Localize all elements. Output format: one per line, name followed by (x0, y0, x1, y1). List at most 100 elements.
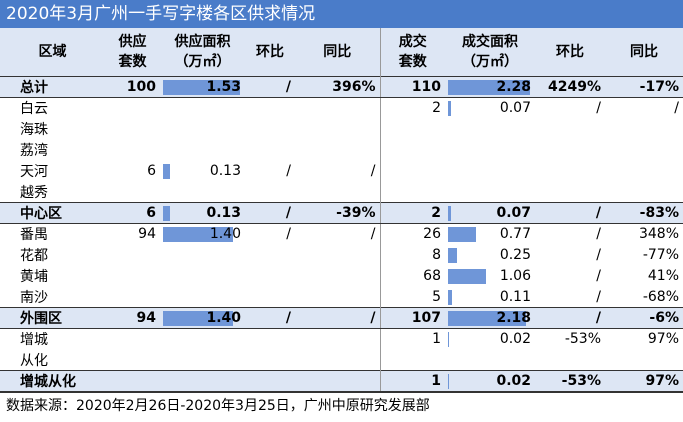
cell: / (535, 266, 605, 287)
cell-text: 68 (423, 268, 441, 284)
cell (535, 140, 605, 161)
row-label: 黄埔 (0, 266, 105, 287)
cell (535, 182, 605, 203)
cell (160, 266, 245, 287)
column-header: 同比 (605, 28, 683, 77)
cell-text: -6% (649, 310, 679, 326)
table-row: 黄埔 68 1.06 / 41% (0, 265, 683, 287)
data-bar (163, 206, 170, 221)
row-label: 天河 (0, 161, 105, 182)
cell-text: 外围区 (20, 311, 62, 327)
cell (535, 350, 605, 371)
cell: 6 (105, 161, 160, 182)
cell-text: 增城 (20, 332, 48, 349)
cell: 0.13 (160, 161, 245, 182)
cell: 396% (295, 76, 380, 98)
cell-text: 2 (431, 205, 441, 221)
table-row: 外围区 94 1.40 / / 107 2.18 / -6% (0, 307, 683, 329)
cell-text: -53% (564, 331, 601, 348)
cell-text: / (286, 226, 291, 243)
cell (105, 119, 160, 140)
row-label: 越秀 (0, 182, 105, 203)
cell (295, 350, 380, 371)
cell: 110 (379, 76, 445, 98)
cell-text: 1.40 (209, 226, 241, 243)
column-header: 成交 套数 (379, 28, 445, 77)
cell-text: 0.13 (209, 163, 241, 179)
cell: 94 (105, 224, 160, 245)
cell: 0.25 (445, 245, 535, 266)
cell-text: -77% (642, 247, 679, 263)
cell (379, 349, 445, 371)
cell-text: 增城从化 (20, 374, 76, 390)
data-bar (163, 311, 234, 326)
cell (379, 181, 445, 203)
cell (160, 329, 245, 350)
cell (295, 119, 380, 140)
cell-text: / (285, 310, 291, 326)
cell (160, 287, 245, 308)
data-bar (448, 374, 449, 389)
table-row: 海珠 (0, 118, 683, 140)
cell: / (535, 98, 605, 119)
cell-text: 0.02 (496, 373, 531, 389)
data-bar (448, 80, 530, 95)
cell (295, 329, 380, 350)
table-row: 花都 8 0.25 / -77% (0, 244, 683, 266)
cell-text: / (596, 247, 601, 263)
cell: -6% (605, 307, 683, 329)
cell-text: / (596, 268, 601, 284)
cell-text: / (596, 288, 601, 305)
cell-text: 94 (136, 310, 156, 326)
cell-text: 41% (647, 268, 679, 284)
cell: 0.11 (445, 287, 535, 308)
table-row: 增城 1 0.02 -53% 97% (0, 328, 683, 350)
column-header: 环比 (245, 28, 295, 77)
cell (105, 350, 160, 371)
cell-text: 26 (423, 226, 441, 243)
cell-text: 2 (432, 100, 441, 117)
cell-text: 6 (147, 163, 156, 179)
cell-text: -83% (639, 205, 679, 221)
cell (105, 245, 160, 266)
cell (379, 160, 445, 182)
cell-text: / (285, 205, 291, 221)
cell-text: 天河 (20, 164, 48, 180)
cell-text: 总计 (20, 80, 48, 96)
column-header: 区域 (0, 28, 105, 77)
cell: -83% (605, 202, 683, 224)
cell (605, 119, 683, 140)
cell (445, 350, 535, 371)
cell (160, 182, 245, 203)
column-header: 供应面积 （万㎡） (160, 28, 245, 77)
cell-text: / (674, 100, 679, 117)
cell-text: 8 (432, 247, 441, 263)
cell: -53% (535, 370, 605, 392)
cell (295, 370, 380, 392)
cell (160, 140, 245, 161)
cell: -68% (605, 287, 683, 308)
cell-text: 97% (647, 331, 679, 348)
cell: 8 (379, 244, 445, 266)
row-label: 南沙 (0, 287, 105, 308)
cell-text: 100 (126, 79, 156, 95)
cell: / (535, 287, 605, 308)
data-bar (448, 268, 487, 284)
cell: 0.13 (160, 202, 245, 224)
data-bar (163, 163, 170, 179)
cell: -53% (535, 329, 605, 350)
table-row: 南沙 5 0.11 / -68% (0, 286, 683, 308)
cell: 26 (379, 223, 445, 245)
cell-text: 花都 (20, 248, 48, 264)
cell (605, 140, 683, 161)
data-bar (448, 289, 452, 305)
cell-text: 0.77 (499, 226, 531, 243)
cell-text: 1.40 (206, 310, 241, 326)
cell (295, 98, 380, 119)
cell: -77% (605, 245, 683, 266)
cell-text: 0.07 (499, 100, 531, 117)
cell: 348% (605, 224, 683, 245)
cell-text: -53% (561, 373, 601, 389)
data-bar (448, 206, 451, 221)
cell (245, 287, 295, 308)
